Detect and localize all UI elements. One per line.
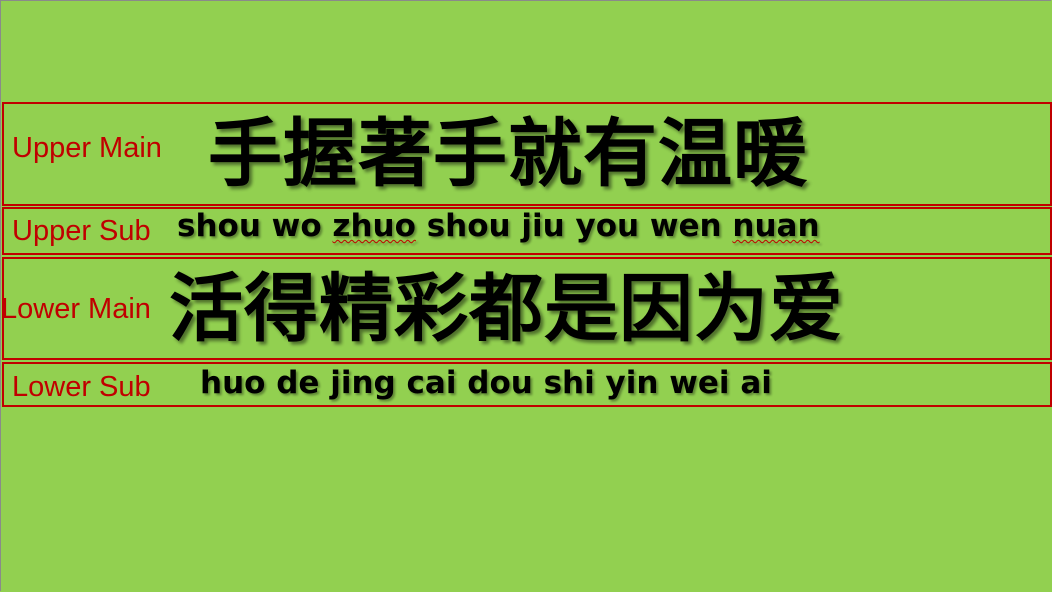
lower-sub-text: huo de jing cai dou shi yin wei ai: [200, 365, 772, 401]
upper-main-text: 手握著手就有温暖: [208, 111, 808, 197]
upper-sub-text-flagged-word: nuan: [732, 208, 820, 244]
upper-sub-text-flagged-word: zhuo: [332, 208, 416, 244]
upper-main-band[interactable]: [2, 102, 1052, 206]
upper-main-label: Upper Main: [12, 132, 162, 164]
lower-sub-band[interactable]: [2, 362, 1052, 407]
lower-main-text: 活得精彩都是因为爱: [169, 266, 844, 352]
lower-main-label: Lower Main: [1, 293, 151, 325]
upper-sub-text: shou wo zhuo shou jiu you wen nuan: [177, 211, 820, 242]
upper-sub-band[interactable]: [2, 207, 1052, 255]
lower-main-band[interactable]: [2, 257, 1052, 360]
upper-sub-label: Upper Sub: [12, 215, 151, 247]
upper-sub-text-part: shou jiu you wen: [415, 208, 733, 244]
lower-sub-label: Lower Sub: [12, 371, 151, 403]
upper-sub-text-part: shou wo: [177, 208, 333, 244]
